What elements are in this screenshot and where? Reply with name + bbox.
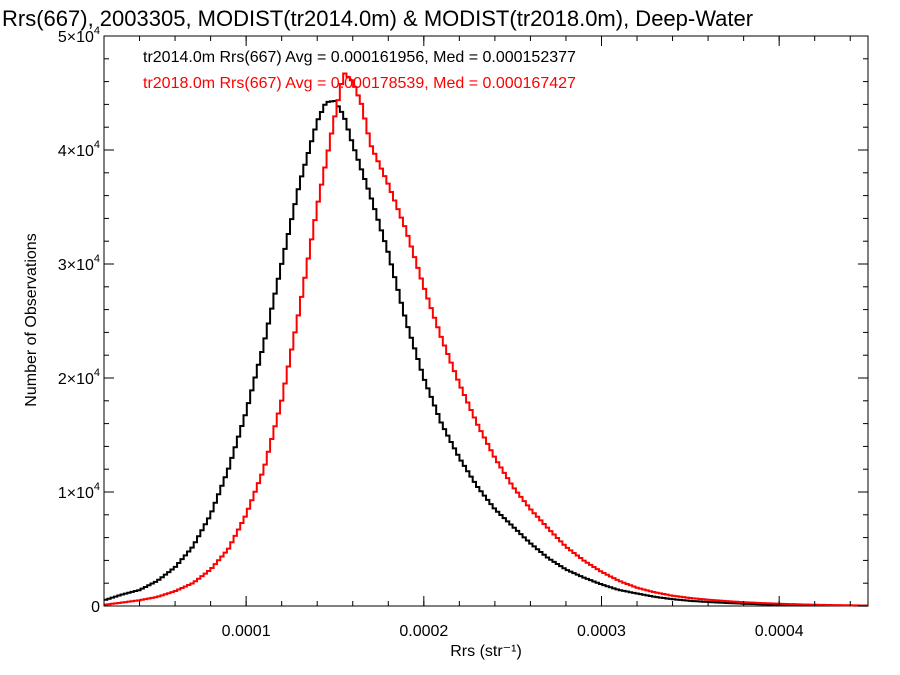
y-tick-label: 2×104 (58, 367, 100, 388)
series-layer (104, 72, 868, 607)
y-tick-label: 1×104 (58, 481, 100, 502)
annotation-2: tr2018.0m Rrs(667) Avg = 0.000178539, Me… (143, 75, 576, 92)
x-tick-label: 0.0003 (577, 623, 626, 640)
x-tick-label: 0.0002 (399, 623, 448, 640)
annotation-1: tr2014.0m Rrs(667) Avg = 0.000161956, Me… (143, 49, 576, 66)
series-line-1 (104, 99, 868, 607)
plot-frame (103, 35, 869, 607)
x-tick-label: 0.0004 (755, 623, 804, 640)
annotations: tr2014.0m Rrs(667) Avg = 0.000161956, Me… (143, 49, 576, 92)
plot-area (103, 35, 869, 607)
x-axis-label: Rrs (str⁻¹) (450, 643, 522, 660)
chart-title: Rrs(667), 2003305, MODIST(tr2014.0m) & M… (2, 6, 753, 31)
y-tick-label: 0 (91, 599, 100, 616)
series-line-2 (104, 72, 868, 607)
x-tick-label: 0.0001 (222, 623, 271, 640)
axis-ticks: 0.0001 0.0002 0.0003 0.0004 0 1×104 2×104 3×104… (58, 25, 868, 640)
y-tick-label: 3×104 (58, 253, 100, 274)
y-tick-label: 4×104 (58, 139, 100, 160)
y-tick-label: 5×104 (58, 25, 100, 46)
y-axis-label: Number of Observations (23, 233, 40, 406)
